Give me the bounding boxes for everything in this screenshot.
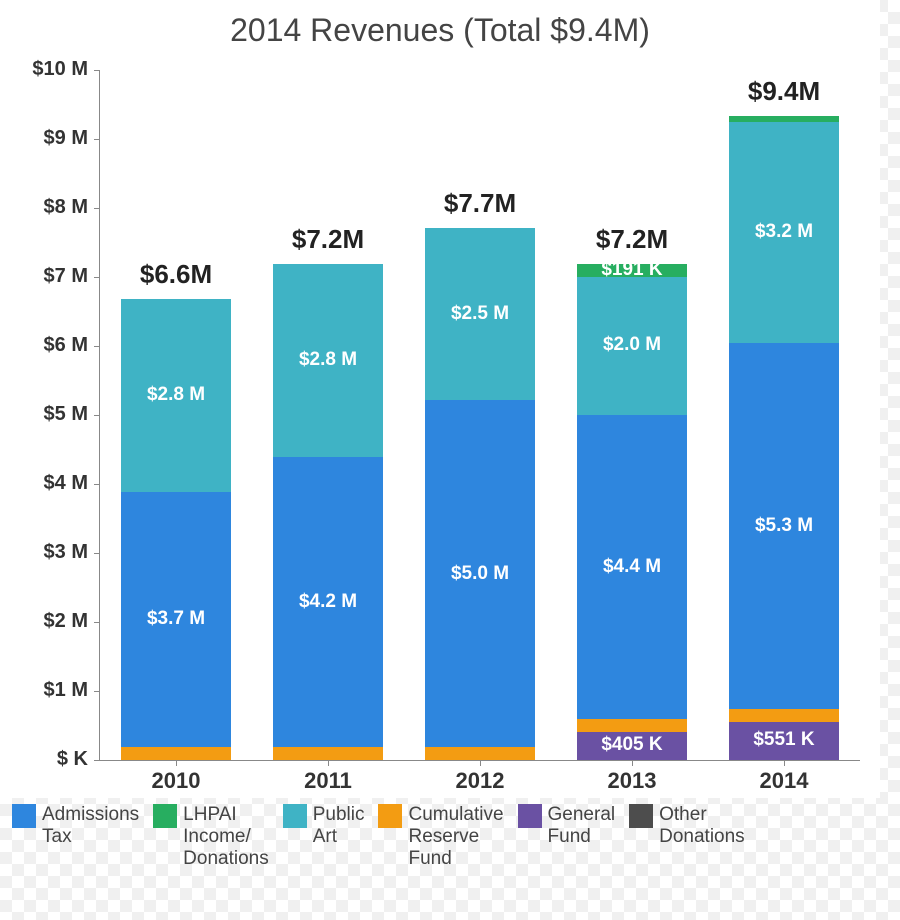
segment-label: $3.2 M — [729, 221, 838, 243]
segment-label: $5.0 M — [425, 563, 534, 585]
x-tick — [632, 760, 633, 766]
y-tick-label: $10 M — [0, 58, 88, 81]
bar: $187 K$3.7 M$2.8 M — [121, 70, 230, 760]
y-tick — [94, 484, 100, 485]
y-tick — [94, 691, 100, 692]
x-category-label: 2014 — [724, 768, 844, 794]
x-category-label: 2013 — [572, 768, 692, 794]
segment-label: $2.8 M — [121, 384, 230, 406]
segment-label: $2.0 M — [577, 334, 686, 356]
segment-label: $5.3 M — [729, 515, 838, 537]
segment-label: $191 K — [577, 259, 686, 281]
y-tick-label: $6 M — [0, 334, 88, 357]
y-tick-label: $ K — [0, 748, 88, 771]
legend-item: GeneralFund — [518, 804, 616, 848]
y-tick — [94, 208, 100, 209]
segment-label: $405 K — [577, 734, 686, 756]
y-tick-label: $2 M — [0, 610, 88, 633]
legend-swatch — [518, 804, 542, 828]
legend-label: AdmissionsTax — [42, 804, 139, 848]
y-tick-label: $7 M — [0, 265, 88, 288]
y-tick — [94, 346, 100, 347]
y-tick-label: $4 M — [0, 472, 88, 495]
y-tick — [94, 70, 100, 71]
revenue-chart: 2014 Revenues (Total $9.4M) $ K $1 M $2 M $3… — [0, 0, 880, 880]
x-tick — [480, 760, 481, 766]
bar-total-label: $7.2M — [248, 224, 408, 255]
legend-item: OtherDonations — [629, 804, 745, 848]
segment-label: $551 K — [729, 729, 838, 751]
bar: $405 K$187 K$4.4 M$11 K$2.0 M$191 K — [577, 70, 686, 760]
y-tick — [94, 139, 100, 140]
legend-swatch — [629, 804, 653, 828]
legend-label: LHPAIIncome/Donations — [183, 804, 269, 870]
segment-label: $4.4 M — [577, 556, 686, 578]
y-tick — [94, 553, 100, 554]
y-tick — [94, 622, 100, 623]
segment-label: $4.2 M — [273, 591, 382, 613]
y-tick-label: $1 M — [0, 679, 88, 702]
x-category-label: 2010 — [116, 768, 236, 794]
legend-label: GeneralFund — [548, 804, 616, 848]
legend-item: LHPAIIncome/Donations — [153, 804, 269, 870]
segment-label: $2.5 M — [425, 303, 534, 325]
y-tick — [94, 415, 100, 416]
chart-title: 2014 Revenues (Total $9.4M) — [0, 12, 880, 49]
x-category-label: 2012 — [420, 768, 540, 794]
bar-total-label: $7.2M — [552, 224, 712, 255]
legend-label: OtherDonations — [659, 804, 745, 848]
bar: $551 K$187 K$5.3 M$4 K$3.2 M$98 K — [729, 70, 838, 760]
legend-swatch — [378, 804, 402, 828]
segment-label: $2.8 M — [273, 349, 382, 371]
legend-item: CumulativeReserveFund — [378, 804, 503, 870]
y-tick-label: $9 M — [0, 127, 88, 150]
legend-item: AdmissionsTax — [12, 804, 139, 848]
legend-swatch — [283, 804, 307, 828]
legend-swatch — [153, 804, 177, 828]
legend-item: PublicArt — [283, 804, 365, 848]
legend: AdmissionsTax LHPAIIncome/Donations Public… — [12, 804, 745, 870]
legend-swatch — [12, 804, 36, 828]
y-tick-label: $3 M — [0, 541, 88, 564]
bar: $187 K$5.0 M$24 K$2.5 M — [425, 70, 534, 760]
bar-total-label: $7.7M — [400, 188, 560, 219]
x-tick — [176, 760, 177, 766]
legend-label: CumulativeReserveFund — [408, 804, 503, 870]
x-category-label: 2011 — [268, 768, 388, 794]
bar: $187 K$4.2 M$5 K$2.8 M — [273, 70, 382, 760]
bar-total-label: $6.6M — [96, 259, 256, 290]
y-tick — [94, 760, 100, 761]
x-tick — [328, 760, 329, 766]
x-tick — [784, 760, 785, 766]
y-tick-label: $5 M — [0, 403, 88, 426]
y-tick-label: $8 M — [0, 196, 88, 219]
legend-label: PublicArt — [313, 804, 365, 848]
bar-total-label: $9.4M — [704, 76, 864, 107]
segment-label: $3.7 M — [121, 608, 230, 630]
